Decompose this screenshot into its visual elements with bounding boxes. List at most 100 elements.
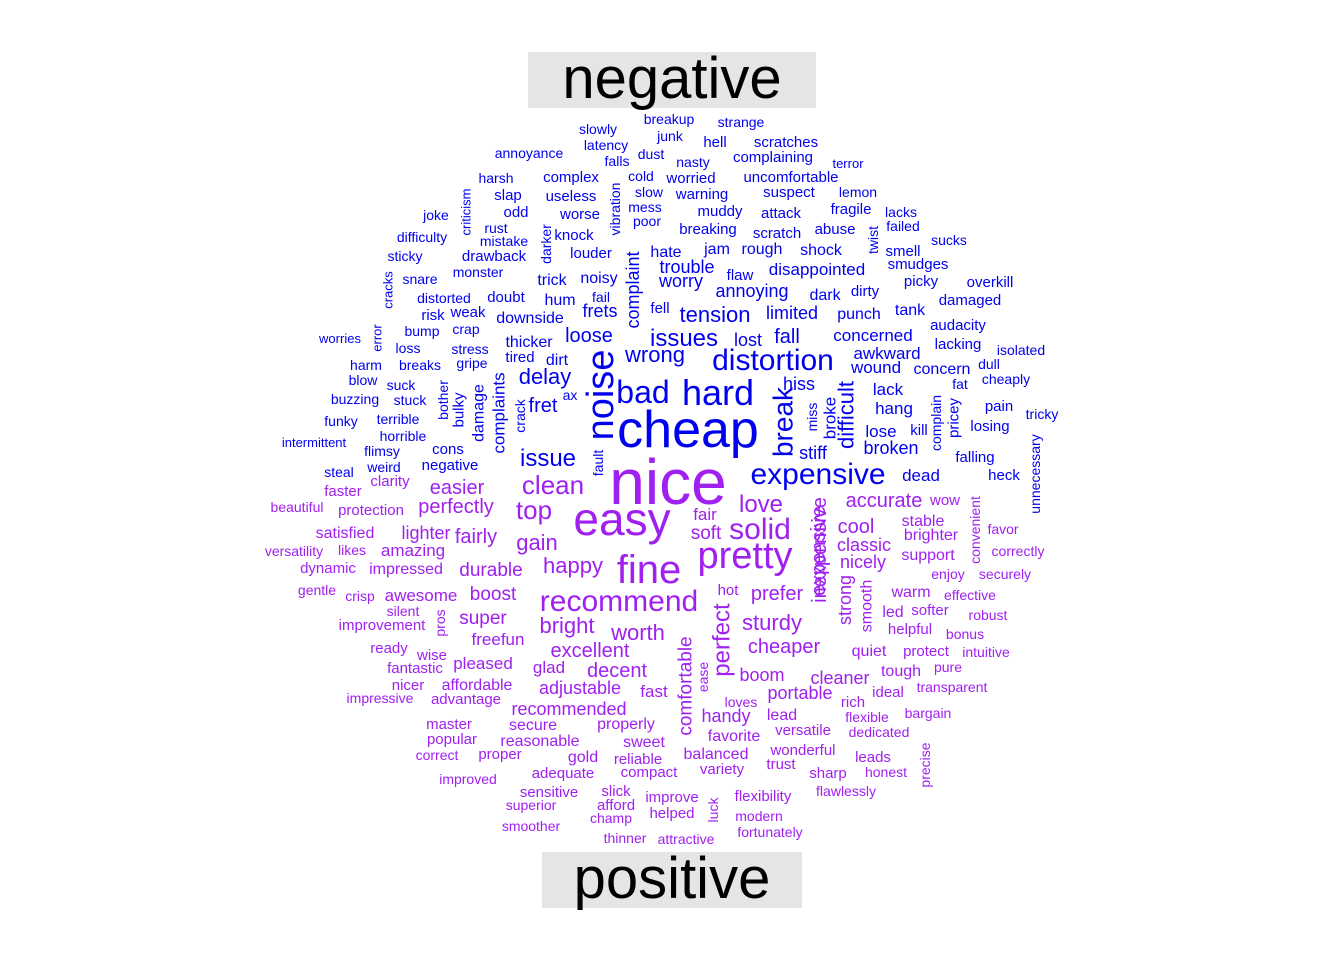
negative-word-nasty: nasty xyxy=(676,154,709,170)
positive-word-stable: stable xyxy=(902,513,945,530)
negative-word-horrible: horrible xyxy=(380,428,427,444)
positive-word-tough: tough xyxy=(881,663,921,680)
positive-word-likes: likes xyxy=(338,542,366,558)
negative-word-tank: tank xyxy=(895,302,926,319)
positive-word-advantage: advantage xyxy=(431,691,501,708)
negative-word-break: break xyxy=(768,386,799,457)
negative-word-terror: terror xyxy=(832,156,864,171)
negative-word-dead: dead xyxy=(902,466,940,485)
negative-word-wound: wound xyxy=(850,358,901,377)
positive-word-fortunately: fortunately xyxy=(737,824,802,840)
negative-word-buzzing: buzzing xyxy=(331,391,379,407)
negative-word-crap: crap xyxy=(452,321,479,337)
negative-word-pricey: pricey xyxy=(946,397,963,438)
negative-word-trick: trick xyxy=(537,272,567,289)
negative-word-tension: tension xyxy=(680,302,751,327)
negative-word-abuse: abuse xyxy=(815,221,856,238)
negative-word-jam: jam xyxy=(703,241,730,258)
negative-word-darker: darker xyxy=(538,224,554,264)
positive-word-affordable: affordable xyxy=(442,677,513,694)
positive-word-pure: pure xyxy=(934,659,962,675)
negative-word-broke: broke xyxy=(821,397,840,440)
negative-word-cheaply: cheaply xyxy=(982,371,1030,387)
negative-word-latency: latency xyxy=(584,137,628,153)
negative-word-mess: mess xyxy=(628,199,661,215)
positive-word-clean: clean xyxy=(522,470,584,500)
positive-word-warm: warm xyxy=(890,584,930,601)
negative-word-vibration: vibration xyxy=(607,183,623,236)
negative-word-ax: ax xyxy=(563,387,578,403)
negative-word-bulky: bulky xyxy=(451,392,468,428)
positive-word-strong: strong xyxy=(835,575,855,625)
positive-word-comfortable: comfortable xyxy=(676,636,697,735)
negative-word-monster: monster xyxy=(453,264,504,280)
negative-word-concern: concern xyxy=(914,361,971,378)
negative-word-awkward: awkward xyxy=(853,344,920,363)
negative-word-dirt: dirt xyxy=(546,352,569,369)
negative-word-punch: punch xyxy=(837,306,881,323)
negative-word-slow: slow xyxy=(635,184,664,200)
negative-word-fall: fall xyxy=(774,326,800,348)
negative-word-strange: strange xyxy=(718,114,765,130)
negative-word-heck: heck xyxy=(988,467,1020,484)
negative-word-frets: frets xyxy=(582,301,617,321)
positive-word-compact: compact xyxy=(621,764,679,781)
positive-word-faster: faster xyxy=(324,483,362,500)
positive-word-glad: glad xyxy=(533,658,565,677)
negative-word-sticky: sticky xyxy=(388,248,423,264)
positive-word-dedicated: dedicated xyxy=(849,724,910,740)
negative-word-knock: knock xyxy=(554,227,594,244)
positive-word-enjoy: enjoy xyxy=(931,566,964,582)
negative-word-weird: weird xyxy=(366,459,400,475)
negative-word-dark: dark xyxy=(809,287,841,304)
positive-word-easier: easier xyxy=(430,477,485,499)
positive-word-dynamic: dynamic xyxy=(300,560,356,577)
negative-word-hum: hum xyxy=(544,292,575,309)
negative-word-loose: loose xyxy=(565,325,613,347)
positive-word-fairly: fairly xyxy=(455,526,497,548)
positive-word-easy: easy xyxy=(573,493,670,545)
negative-word-annoying: annoying xyxy=(715,281,788,301)
positive-word-slick: slick xyxy=(601,783,631,800)
negative-word-issue: issue xyxy=(520,445,576,472)
positive-word-led: led xyxy=(882,604,903,621)
positive-word-favor: favor xyxy=(987,521,1018,537)
negative-word-distortion: distortion xyxy=(712,344,834,377)
negative-word-lacks: lacks xyxy=(885,204,917,220)
negative-word-trouble: trouble xyxy=(659,257,714,277)
negative-word-attack: attack xyxy=(761,205,802,222)
positive-word-happy: happy xyxy=(543,553,603,578)
negative-word-fat: fat xyxy=(952,376,968,392)
positive-word-modern: modern xyxy=(735,808,782,824)
negative-word-breaks: breaks xyxy=(399,357,441,373)
positive-word-soft: soft xyxy=(691,523,722,544)
negative-word-crack: crack xyxy=(512,398,528,432)
positive-word-versatility: versatility xyxy=(265,543,323,559)
negative-word-suspect: suspect xyxy=(763,184,816,201)
negative-word-noise: noise xyxy=(580,350,622,441)
positive-word-cool: cool xyxy=(838,516,875,538)
positive-word-fast: fast xyxy=(640,682,668,701)
positive-word-gain: gain xyxy=(516,530,558,555)
negative-word-damaged: damaged xyxy=(939,292,1002,309)
positive-word-lighter: lighter xyxy=(401,523,450,543)
negative-word-unnecessary: unnecessary xyxy=(1027,434,1043,513)
negative-word-harm: harm xyxy=(350,357,382,373)
positive-word-inexpensive: inexpensive xyxy=(809,497,831,603)
positive-word-wise: wise xyxy=(416,647,447,664)
positive-word-balanced: balanced xyxy=(684,746,749,763)
positive-word-securely: securely xyxy=(979,566,1031,582)
negative-word-difficult: difficult xyxy=(834,381,859,449)
negative-label-background xyxy=(528,52,816,108)
positive-word-nicely: nicely xyxy=(840,552,886,572)
negative-word-overkill: overkill xyxy=(967,274,1014,291)
negative-word-stiff: stiff xyxy=(799,443,828,463)
negative-word-slap: slap xyxy=(494,187,522,204)
negative-word-steal: steal xyxy=(324,464,354,480)
positive-word-master: master xyxy=(426,716,472,733)
positive-word-properly: properly xyxy=(597,716,655,733)
negative-word-hard: hard xyxy=(682,372,754,413)
positive-word-quiet: quiet xyxy=(852,643,887,660)
